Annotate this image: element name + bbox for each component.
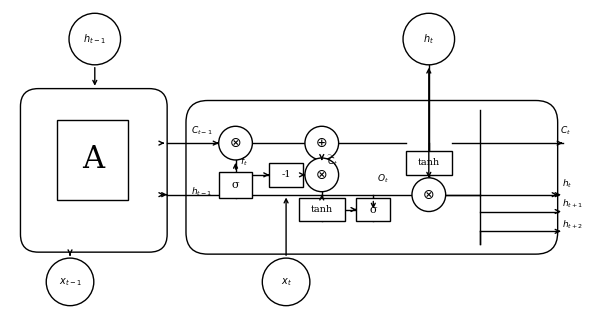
Text: $O_t$: $O_t$ — [377, 172, 389, 185]
Text: $C_{t-1}$: $C_{t-1}$ — [191, 125, 213, 137]
FancyBboxPatch shape — [57, 120, 128, 200]
Text: $C_t$: $C_t$ — [559, 125, 571, 137]
Text: σ: σ — [369, 204, 377, 214]
FancyBboxPatch shape — [299, 198, 345, 221]
Text: $h_t$: $h_t$ — [423, 32, 435, 46]
FancyBboxPatch shape — [269, 163, 303, 187]
Text: $h_{t+1}$: $h_{t+1}$ — [562, 197, 583, 209]
Text: tanh: tanh — [311, 205, 333, 214]
FancyBboxPatch shape — [218, 172, 252, 198]
Text: A: A — [82, 144, 104, 176]
Text: -1: -1 — [281, 170, 291, 179]
Text: $x_t$: $x_t$ — [281, 276, 291, 288]
Text: ⊕: ⊕ — [316, 136, 327, 150]
Circle shape — [412, 178, 446, 212]
Text: ⊗: ⊗ — [423, 188, 435, 202]
FancyBboxPatch shape — [186, 100, 558, 254]
Circle shape — [305, 126, 339, 160]
Text: $h_{t+2}$: $h_{t+2}$ — [562, 219, 583, 231]
Text: tanh: tanh — [418, 159, 440, 167]
Circle shape — [403, 13, 455, 65]
FancyBboxPatch shape — [356, 198, 390, 221]
Text: ⊗: ⊗ — [230, 136, 242, 150]
Text: σ: σ — [231, 180, 239, 190]
Circle shape — [305, 158, 339, 192]
Text: $x_{t-1}$: $x_{t-1}$ — [59, 276, 81, 288]
FancyBboxPatch shape — [406, 151, 452, 175]
Circle shape — [262, 258, 310, 306]
Circle shape — [218, 126, 252, 160]
Text: $h_t$: $h_t$ — [562, 177, 572, 190]
Circle shape — [69, 13, 121, 65]
Text: ⊗: ⊗ — [316, 168, 327, 182]
Circle shape — [46, 258, 94, 306]
FancyBboxPatch shape — [21, 89, 167, 252]
Text: $h_{t-1}$: $h_{t-1}$ — [83, 32, 106, 46]
Text: $f_t$: $f_t$ — [240, 155, 249, 168]
Text: $h_{t-1}$: $h_{t-1}$ — [191, 185, 213, 198]
Text: $\widetilde{C}_t$: $\widetilde{C}_t$ — [327, 153, 338, 168]
